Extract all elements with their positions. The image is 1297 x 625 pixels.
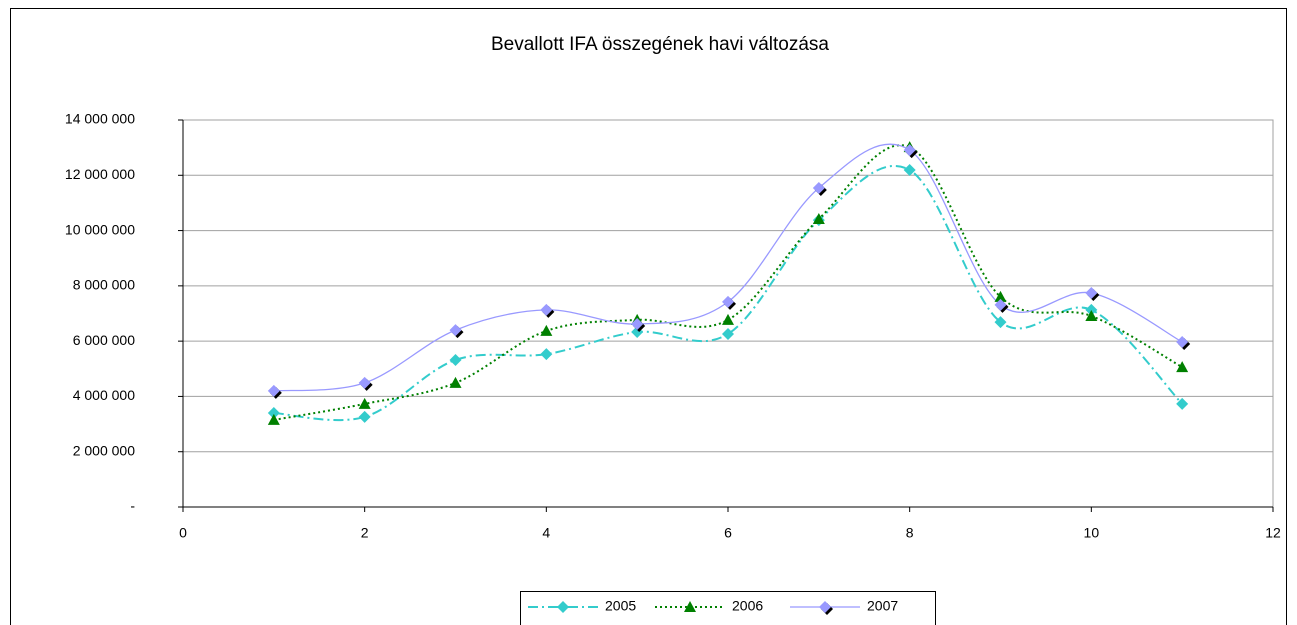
marker — [358, 376, 371, 389]
marker — [267, 384, 280, 397]
y-tick-label: 6 000 000 — [73, 332, 135, 348]
x-tick-label: 2 — [361, 525, 369, 541]
y-tick-label: 8 000 000 — [73, 277, 135, 293]
marker — [540, 324, 553, 336]
chart-title: Bevallott IFA összegének havi változása — [491, 34, 829, 55]
marker — [449, 376, 462, 388]
marker — [631, 318, 644, 331]
marker — [994, 290, 1007, 302]
legend-marker — [557, 601, 569, 613]
y-tick-label: 14 000 000 — [65, 111, 135, 127]
marker — [1176, 397, 1189, 410]
marker — [812, 182, 825, 195]
marker — [267, 407, 280, 420]
marker — [903, 144, 916, 157]
series-line — [273, 143, 1183, 392]
marker — [1176, 361, 1189, 373]
marker — [812, 212, 825, 224]
legend-box — [520, 591, 936, 625]
x-tick-label: 12 — [1265, 525, 1281, 541]
marker — [722, 313, 734, 325]
marker — [449, 324, 462, 337]
legend-marker — [819, 601, 831, 613]
marker — [358, 410, 371, 423]
legend-marker — [684, 601, 696, 612]
legend-label: 2005 — [605, 598, 636, 614]
y-tick-label: 4 000 000 — [73, 387, 135, 403]
series-line — [273, 144, 1183, 421]
x-tick-label: 4 — [542, 525, 550, 541]
marker — [994, 298, 1007, 311]
y-tick-label: 2 000 000 — [73, 442, 135, 458]
x-tick-label: 6 — [724, 525, 732, 541]
marker — [903, 164, 916, 177]
y-tick-label: 12 000 000 — [65, 166, 135, 182]
marker — [540, 303, 553, 316]
legend-label: 2007 — [867, 598, 898, 614]
marker — [994, 316, 1007, 329]
marker — [1085, 287, 1098, 300]
marker — [1176, 335, 1189, 348]
x-tick-label: 8 — [906, 525, 914, 541]
marker — [722, 295, 734, 308]
marker — [358, 397, 371, 409]
series-line — [273, 164, 1183, 422]
y-tick-label: 10 000 000 — [65, 221, 135, 237]
x-tick-label: 0 — [179, 525, 187, 541]
marker — [722, 327, 734, 340]
x-tick-label: 10 — [1084, 525, 1100, 541]
marker — [540, 348, 553, 361]
y-tick-label: - — [130, 498, 135, 514]
marker — [267, 413, 280, 425]
marker — [449, 353, 462, 366]
marker — [1085, 303, 1098, 316]
legend-label: 2006 — [732, 598, 763, 614]
plot-area — [182, 119, 1274, 508]
marker — [1085, 309, 1098, 321]
